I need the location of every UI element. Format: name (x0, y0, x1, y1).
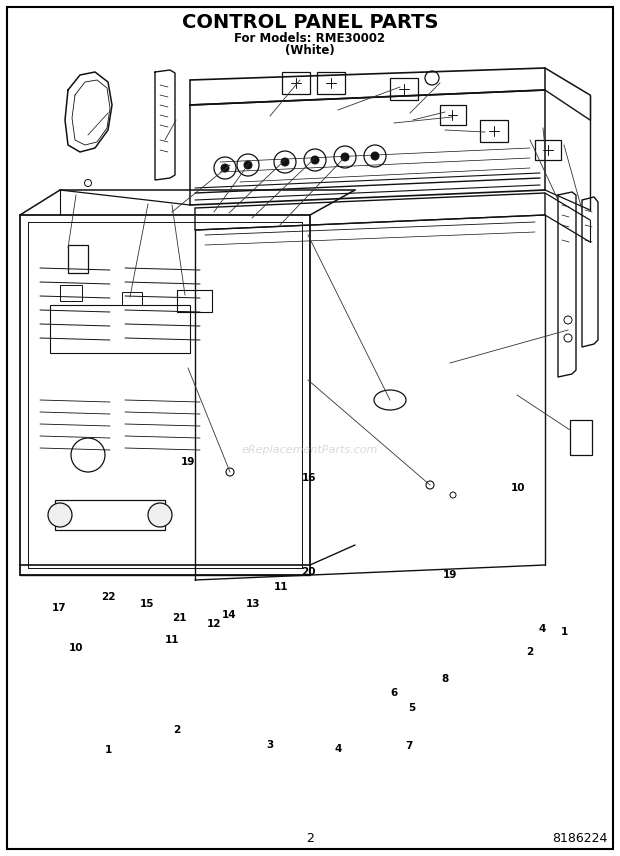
Text: eReplacementParts.com: eReplacementParts.com (242, 445, 378, 455)
Bar (177, 290, 212, 312)
Bar (60, 285, 82, 301)
Text: For Models: RME30002: For Models: RME30002 (234, 32, 386, 45)
Text: 19: 19 (180, 457, 195, 467)
Bar (480, 120, 508, 142)
Circle shape (221, 164, 229, 172)
Text: 2: 2 (526, 647, 534, 657)
Bar (440, 105, 466, 125)
Bar (390, 78, 418, 100)
Bar (317, 72, 345, 94)
Text: 14: 14 (222, 610, 237, 621)
Text: 15: 15 (140, 599, 155, 609)
Text: 1: 1 (105, 745, 112, 755)
Text: 8: 8 (441, 674, 449, 684)
Circle shape (148, 503, 172, 527)
Text: 4: 4 (334, 744, 342, 754)
Text: 1: 1 (560, 627, 568, 637)
Circle shape (48, 503, 72, 527)
Text: 6: 6 (390, 688, 397, 698)
Text: 3: 3 (266, 740, 273, 750)
Bar (570, 420, 592, 455)
Text: 4: 4 (539, 624, 546, 634)
Circle shape (341, 153, 349, 161)
Text: 2: 2 (173, 725, 180, 735)
Bar (535, 140, 561, 160)
Text: 19: 19 (442, 570, 457, 580)
Bar (68, 245, 88, 273)
Text: 2: 2 (306, 831, 314, 845)
Text: 22: 22 (101, 591, 116, 602)
Text: 8186224: 8186224 (552, 831, 608, 845)
Text: 11: 11 (273, 582, 288, 592)
Circle shape (244, 161, 252, 169)
Bar (122, 292, 142, 305)
Text: 20: 20 (301, 567, 316, 577)
Text: 16: 16 (301, 473, 316, 483)
Text: 11: 11 (165, 635, 180, 645)
Text: (White): (White) (285, 44, 335, 56)
Text: 5: 5 (409, 703, 416, 713)
Text: 7: 7 (405, 741, 413, 752)
Text: 12: 12 (207, 619, 222, 629)
Circle shape (371, 152, 379, 160)
Text: CONTROL PANEL PARTS: CONTROL PANEL PARTS (182, 13, 438, 32)
Text: 10: 10 (69, 643, 84, 653)
Bar (282, 72, 310, 94)
Text: 13: 13 (246, 599, 260, 609)
Bar (50, 305, 190, 353)
Circle shape (281, 158, 289, 166)
Circle shape (311, 156, 319, 164)
Text: 21: 21 (172, 613, 187, 623)
Text: 17: 17 (51, 603, 66, 613)
Text: 10: 10 (510, 483, 525, 493)
